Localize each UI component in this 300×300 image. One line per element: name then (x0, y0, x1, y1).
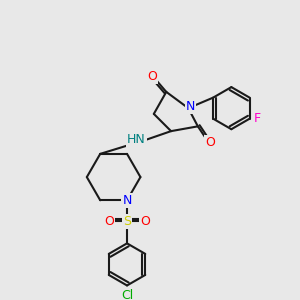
Text: Cl: Cl (121, 289, 133, 300)
Text: O: O (206, 136, 215, 149)
Text: O: O (140, 215, 150, 228)
Text: N: N (185, 100, 195, 113)
Text: O: O (147, 70, 157, 83)
Text: S: S (123, 215, 131, 228)
Text: O: O (104, 215, 114, 228)
Text: HN: HN (127, 133, 146, 146)
Text: N: N (122, 194, 132, 207)
Text: F: F (254, 112, 261, 125)
